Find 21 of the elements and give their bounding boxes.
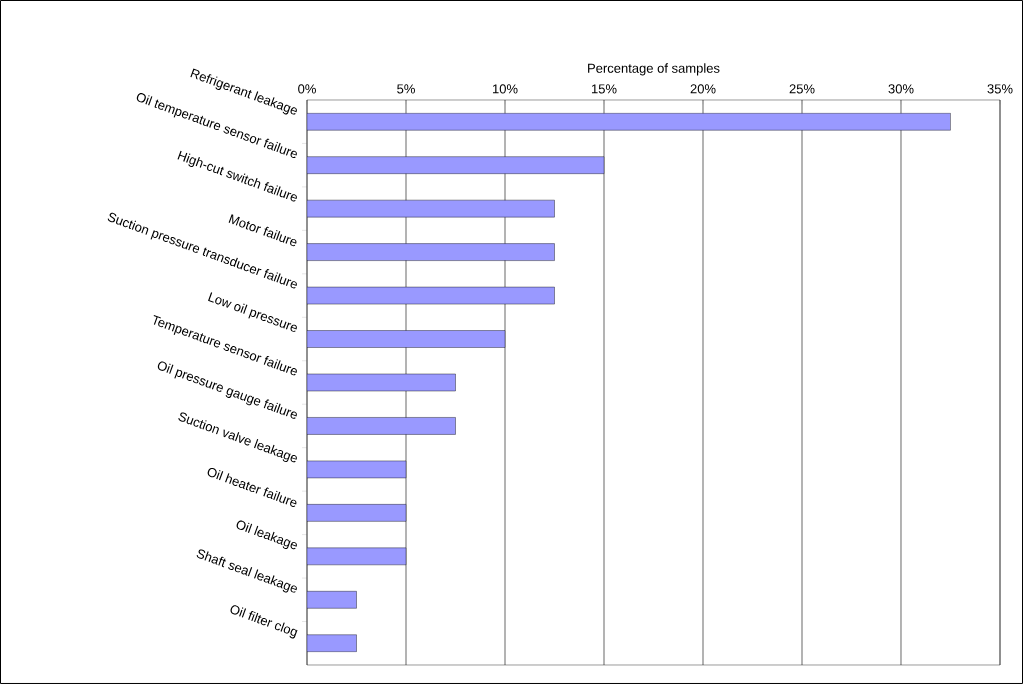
y-tick-label: Oil filter clog bbox=[230, 605, 298, 639]
bar bbox=[307, 634, 357, 652]
y-tick-label: Motor failure bbox=[228, 214, 297, 247]
bar bbox=[307, 547, 407, 566]
x-tick-label: 0% bbox=[298, 84, 316, 94]
bar bbox=[307, 156, 605, 174]
bar bbox=[307, 417, 456, 435]
y-tick-label: Oil heater failure bbox=[207, 467, 297, 507]
bar bbox=[307, 113, 951, 131]
x-tick-label: 20% bbox=[690, 84, 716, 94]
x-tick-label: 10% bbox=[492, 84, 518, 94]
x-tick-label: 35% bbox=[987, 84, 1013, 94]
bar bbox=[307, 504, 407, 522]
bar bbox=[307, 591, 357, 609]
x-tick-label: 25% bbox=[789, 84, 815, 94]
x-axis-title: Percentage of samples bbox=[588, 63, 720, 76]
x-tick-label: 30% bbox=[888, 84, 914, 94]
x-tick-label: 15% bbox=[591, 84, 617, 94]
x-tick-label: 5% bbox=[397, 84, 415, 94]
bar bbox=[307, 330, 506, 348]
bar bbox=[307, 243, 555, 261]
